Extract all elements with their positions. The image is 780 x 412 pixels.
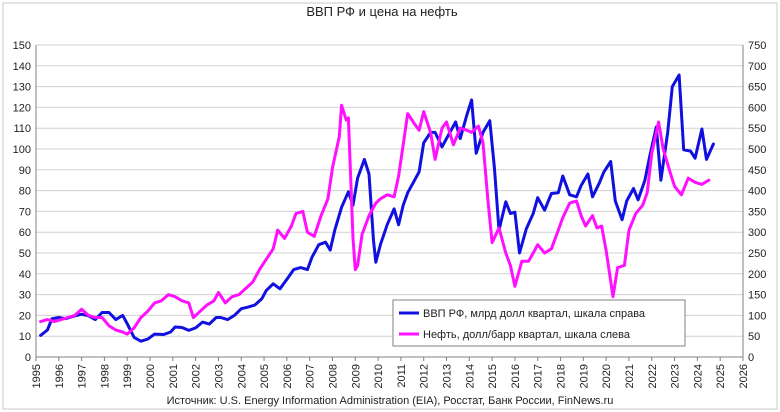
x-tick-label: 2014: [464, 364, 476, 388]
y-right-tick-label: 650: [748, 82, 766, 94]
y-left-tick-label: 100: [13, 144, 31, 156]
grid-lines: [36, 44, 743, 358]
x-tick-label: 2000: [145, 364, 157, 388]
x-tick-label: 2003: [213, 364, 225, 388]
x-tick-label: 2012: [419, 364, 431, 388]
y-left-tick-label: 140: [13, 61, 31, 73]
y-left-tick-label: 150: [13, 40, 31, 52]
x-tick-label: 2026: [738, 364, 750, 388]
x-tick-label: 2013: [442, 364, 454, 388]
y-left-tick-label: 110: [13, 123, 31, 135]
y-right-tick-label: 200: [748, 269, 766, 281]
y-right-tick-label: 100: [748, 310, 766, 322]
y-right-tick-label: 350: [748, 206, 766, 218]
x-tick-label: 2022: [647, 364, 659, 388]
y-left-tick-label: 10: [19, 331, 31, 343]
y-left-tick-label: 0: [25, 352, 31, 364]
x-tick-label: 1995: [31, 364, 43, 388]
x-tick-label: 2010: [373, 364, 385, 388]
x-tick-label: 2017: [533, 364, 545, 388]
x-tick-label: 2024: [692, 364, 704, 388]
x-tick-label: 1999: [122, 364, 134, 388]
x-tick-label: 2011: [396, 364, 408, 388]
x-tick-label: 1996: [54, 364, 66, 388]
series-group: [39, 73, 715, 343]
y-right-tick-label: 400: [748, 186, 766, 198]
y-left-tick-label: 70: [19, 206, 31, 218]
y-left-tick-label: 50: [19, 248, 31, 260]
x-tick-label: 2009: [350, 364, 362, 388]
x-tick-label: 2007: [305, 364, 317, 388]
x-tick-label: 2023: [670, 364, 682, 388]
y-left-tick-label: 40: [19, 269, 31, 281]
x-tick-label: 2020: [601, 364, 613, 388]
y-right-tick-label: 750: [748, 40, 766, 52]
legend-label: Нефть, долл/барр квартал, шкала слева: [423, 329, 631, 341]
x-tick-label: 2005: [259, 364, 271, 388]
legend-box: [392, 299, 686, 347]
x-tick-label: 2015: [487, 364, 499, 388]
x-tick-label: 2019: [578, 364, 590, 388]
x-tick-label: 2021: [624, 364, 636, 388]
y-left-tick-label: 80: [19, 186, 31, 198]
y-right-tick-label: 500: [748, 144, 766, 156]
chart-title: ВВП РФ и цена на нефть: [306, 4, 458, 19]
x-tick-label: 2002: [191, 364, 203, 388]
y-right-tick-label: 300: [748, 227, 766, 239]
y-left-tick-label: 90: [19, 165, 31, 177]
y-right-tick-label: 50: [748, 331, 760, 343]
y-left-tick-label: 120: [13, 102, 31, 114]
x-tick-label: 2016: [510, 364, 522, 388]
x-tick-label: 2004: [236, 364, 248, 388]
y-right-tick-label: 550: [748, 123, 766, 135]
legend-label: ВВП РФ, млрд долл квартал, шкала справа: [423, 308, 646, 320]
y-left-tick-label: 20: [19, 310, 31, 322]
y-right-tick-label: 0: [748, 352, 754, 364]
x-tick-label: 1997: [77, 364, 89, 388]
y-left-tick-label: 30: [19, 290, 31, 302]
x-tick-label: 1998: [99, 364, 111, 388]
series-line-gdp: [39, 73, 715, 343]
x-tick-label: 2001: [168, 364, 180, 388]
y-right-tick-label: 250: [748, 248, 766, 260]
y-right-tick-label: 600: [748, 102, 766, 114]
y-left-tick-label: 60: [19, 227, 31, 239]
y-left-tick-label: 130: [13, 82, 31, 94]
x-tick-label: 2025: [715, 364, 727, 388]
y-right-tick-label: 450: [748, 165, 766, 177]
y-right-tick-label: 150: [748, 290, 766, 302]
x-tick-label: 2018: [556, 364, 568, 388]
series-line-oil: [39, 103, 711, 336]
legend: ВВП РФ, млрд долл квартал, шкала справа Н…: [392, 299, 686, 347]
source-note: Источник: U.S. Energy Information Admini…: [167, 395, 614, 407]
y-right-tick-label: 700: [748, 61, 766, 73]
x-tick-label: 2008: [327, 364, 339, 388]
x-tick-label: 2006: [282, 364, 294, 388]
axes: 0 10 20 30 40 50 60 70 80 90 100 110 120 130 140 150 0 50…: [13, 40, 767, 388]
